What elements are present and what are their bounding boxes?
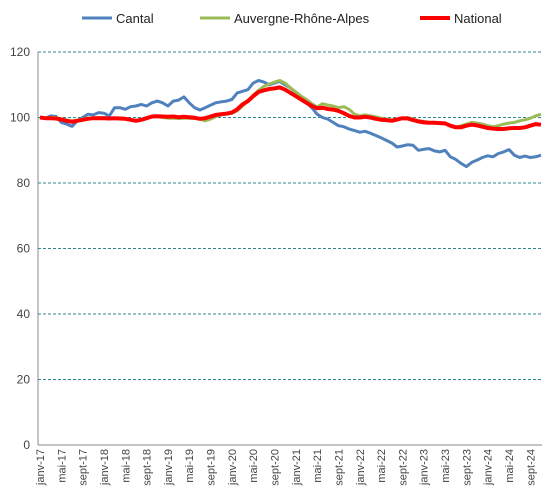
y-tick-label: 120 [10,45,30,59]
y-tick-label: 0 [23,438,30,452]
y-tick-label: 100 [10,111,30,125]
x-tick-label: janv-22 [355,449,367,486]
x-tick-label: janv-17 [35,449,47,486]
x-tick-label: sept-19 [206,449,218,486]
x-tick-label: janv-20 [227,449,239,486]
series-line [39,79,542,129]
x-tick-label: mai-21 [312,449,324,483]
x-tick-label: mai-19 [184,449,196,483]
legend-label: Auvergne-Rhône-Alpes [234,11,370,26]
x-tick-label: sept-17 [78,449,90,486]
x-tick-label: mai-24 [504,449,516,483]
x-tick-label: sept-24 [525,449,537,486]
y-tick-label: 40 [17,307,31,321]
x-tick-label: mai-20 [248,449,260,483]
x-tick-label: mai-17 [56,449,68,483]
series-line [39,85,542,131]
y-tick-label: 80 [17,176,31,190]
x-tick-label: janv-24 [483,449,495,486]
x-tick-label: sept-20 [270,449,282,486]
x-tick-label: sept-18 [142,449,154,486]
x-tick-label: mai-18 [120,449,132,483]
x-tick-label: mai-23 [440,449,452,483]
x-tick-label: sept-23 [461,449,473,486]
x-tick-label: janv-19 [163,449,175,486]
x-tick-label: sept-21 [333,449,345,486]
legend-label: National [454,11,502,26]
x-tick-label: janv-18 [99,449,111,486]
y-tick-label: 60 [17,242,31,256]
x-tick-label: janv-23 [419,449,431,486]
legend-label: Cantal [116,11,154,26]
x-tick-label: mai-22 [376,449,388,483]
x-tick-label: janv-21 [291,449,303,486]
x-tick-label: sept-22 [397,449,409,486]
y-tick-label: 20 [17,373,31,387]
